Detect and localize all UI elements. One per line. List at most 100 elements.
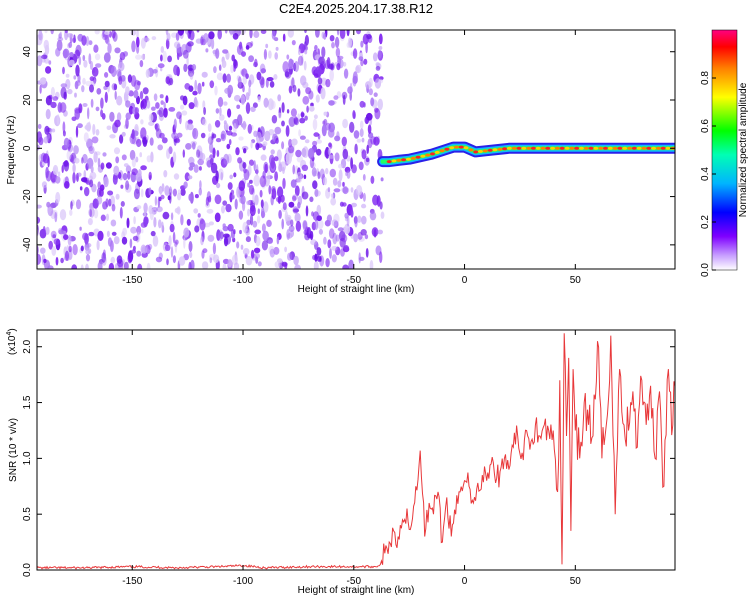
spectrogram-y-tick-label: -20 (22, 189, 33, 204)
signal-hotspot (617, 146, 623, 150)
noise-speckle (173, 173, 180, 180)
noise-speckle (321, 46, 326, 58)
noise-speckle (201, 71, 208, 78)
noise-speckle (50, 101, 57, 109)
noise-speckle (73, 145, 79, 155)
noise-speckle (170, 246, 174, 258)
noise-speckle (290, 108, 297, 117)
noise-speckle (170, 212, 174, 221)
noise-speckle (149, 208, 154, 221)
noise-speckle (97, 230, 104, 241)
noise-speckle (157, 144, 163, 151)
signal-hotspot (410, 156, 416, 160)
noise-speckle (156, 206, 163, 213)
noise-speckle (215, 108, 220, 114)
noise-speckle (286, 54, 290, 60)
noise-speckle (126, 217, 130, 229)
noise-speckle (100, 97, 104, 109)
noise-speckle (88, 40, 93, 46)
noise-speckle (64, 181, 70, 189)
signal-hotspot (454, 145, 459, 149)
noise-speckle (161, 221, 164, 231)
signal-hotspot (415, 155, 421, 159)
signal-hotspot (646, 146, 652, 150)
noise-speckle (312, 180, 318, 190)
noise-speckle (365, 248, 369, 258)
noise-speckle (296, 171, 303, 183)
noise-speckle (106, 125, 112, 131)
signal-hotspot (391, 159, 397, 163)
noise-speckle (54, 211, 58, 223)
snr-x-tick-label: -50 (347, 576, 362, 587)
noise-speckle (44, 57, 50, 64)
noise-speckle (295, 149, 302, 158)
signal-hotspot (473, 150, 479, 154)
noise-speckle (110, 256, 116, 264)
noise-speckle (125, 100, 131, 108)
noise-speckle (143, 216, 149, 226)
noise-speckle (356, 30, 361, 35)
noise-speckle (187, 119, 193, 125)
noise-speckle (257, 96, 261, 103)
noise-speckle (125, 112, 131, 120)
noise-speckle (329, 248, 332, 259)
noise-speckle (350, 209, 354, 218)
noise-speckle (41, 181, 48, 189)
noise-speckle (216, 149, 220, 158)
noise-speckle (366, 144, 370, 154)
noise-speckle (370, 97, 375, 107)
noise-speckle (140, 228, 144, 234)
noise-speckle (356, 138, 362, 143)
snr-y-tick-label: 1.0 (22, 451, 33, 465)
noise-speckle (53, 238, 61, 245)
noise-speckle (316, 139, 322, 144)
noise-speckle (152, 69, 158, 74)
noise-speckle (277, 195, 281, 204)
signal-hotspot (406, 157, 411, 161)
spectrogram-x-axis: -150 -100 -50 0 50 (122, 30, 581, 286)
noise-speckle (290, 219, 294, 227)
noise-speckle (215, 48, 220, 59)
noise-speckle (188, 241, 193, 252)
noise-speckle (183, 227, 190, 238)
noise-speckle (194, 194, 199, 199)
noise-speckle (380, 177, 384, 182)
signal-hotspot (458, 145, 464, 149)
noise-speckle (104, 72, 109, 78)
noise-speckle (248, 184, 255, 195)
noise-speckle (51, 128, 56, 133)
noise-speckle (229, 174, 233, 180)
noise-speckle (133, 216, 136, 225)
noise-speckle (344, 223, 351, 235)
noise-speckle (347, 86, 353, 94)
noise-speckle (331, 254, 337, 263)
noise-speckle (135, 156, 139, 163)
noise-speckle (63, 160, 69, 167)
noise-speckle (139, 60, 144, 68)
noise-speckle (200, 116, 206, 125)
noise-speckle (60, 83, 68, 88)
noise-speckle (169, 223, 175, 233)
noise-speckle (96, 88, 102, 95)
noise-speckle (172, 151, 177, 164)
noise-speckle (254, 194, 259, 206)
noise-speckle (104, 31, 110, 35)
noise-speckle (113, 236, 120, 245)
noise-speckle (153, 93, 158, 102)
noise-speckle (378, 78, 384, 84)
noise-speckle (375, 62, 380, 67)
noise-speckle (216, 229, 221, 241)
noise-speckle (245, 236, 251, 243)
noise-speckle (368, 88, 373, 96)
noise-speckle (271, 114, 278, 124)
noise-speckle (129, 134, 136, 145)
chart-title: C2E4.2025.204.17.38.R12 (279, 1, 433, 16)
signal-hotspot (583, 146, 589, 150)
noise-speckle (259, 189, 263, 198)
noise-speckle (111, 203, 116, 212)
noise-speckle (183, 181, 188, 189)
noise-speckle (114, 90, 117, 100)
snr-y-axis-label: SNR (10 * v/v) (8, 418, 19, 482)
noise-speckle (96, 239, 100, 251)
noise-speckle (374, 78, 382, 89)
